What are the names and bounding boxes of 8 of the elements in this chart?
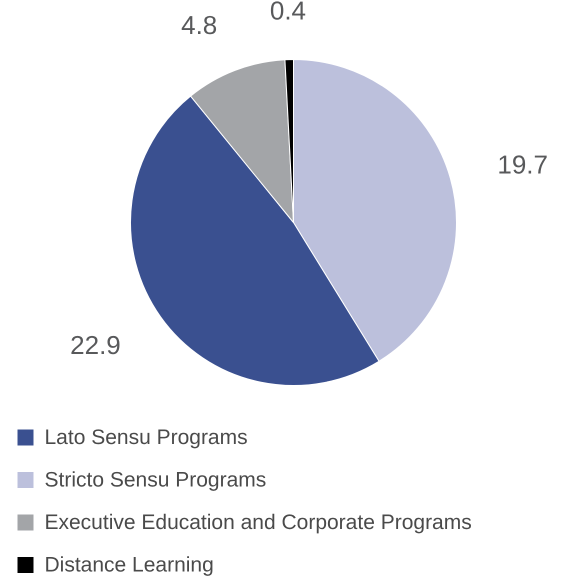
legend-label: Stricto Sensu Programs <box>44 468 266 492</box>
data-label: 0.4 <box>270 0 306 26</box>
legend-label: Distance Learning <box>44 554 214 576</box>
data-label: 19.7 <box>497 150 548 180</box>
data-label: 4.8 <box>181 10 218 40</box>
data-label: 22.9 <box>70 330 121 360</box>
legend-label: Lato Sensu Programs <box>44 426 248 449</box>
legend-label: Executive Education and Corporate Programs <box>44 511 472 534</box>
